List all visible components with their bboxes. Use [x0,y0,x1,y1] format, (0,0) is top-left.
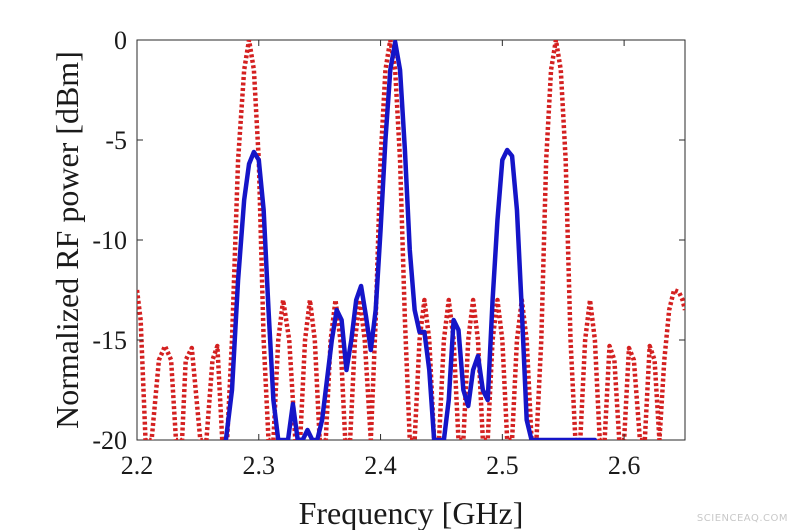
series-line-red-dotted [137,40,685,440]
x-tick-label: 2.3 [243,451,276,480]
x-tick-label: 2.4 [364,451,397,480]
watermark: SCIENCEAQ.COM [696,513,788,524]
series-line-blue-solid [223,40,598,440]
y-axis-label: Normalized RF power [dBm] [49,51,85,429]
y-tick-label: -20 [92,426,127,455]
y-tick-label: -10 [92,226,127,255]
x-axis-label: Frequency [GHz] [299,495,524,530]
y-tick-label: -15 [92,326,127,355]
x-tick-label: 2.2 [121,451,154,480]
x-tick-label: 2.5 [486,451,519,480]
y-tick-label: 0 [114,26,127,55]
y-tick-label: -5 [105,126,127,155]
x-tick-label: 2.6 [608,451,641,480]
